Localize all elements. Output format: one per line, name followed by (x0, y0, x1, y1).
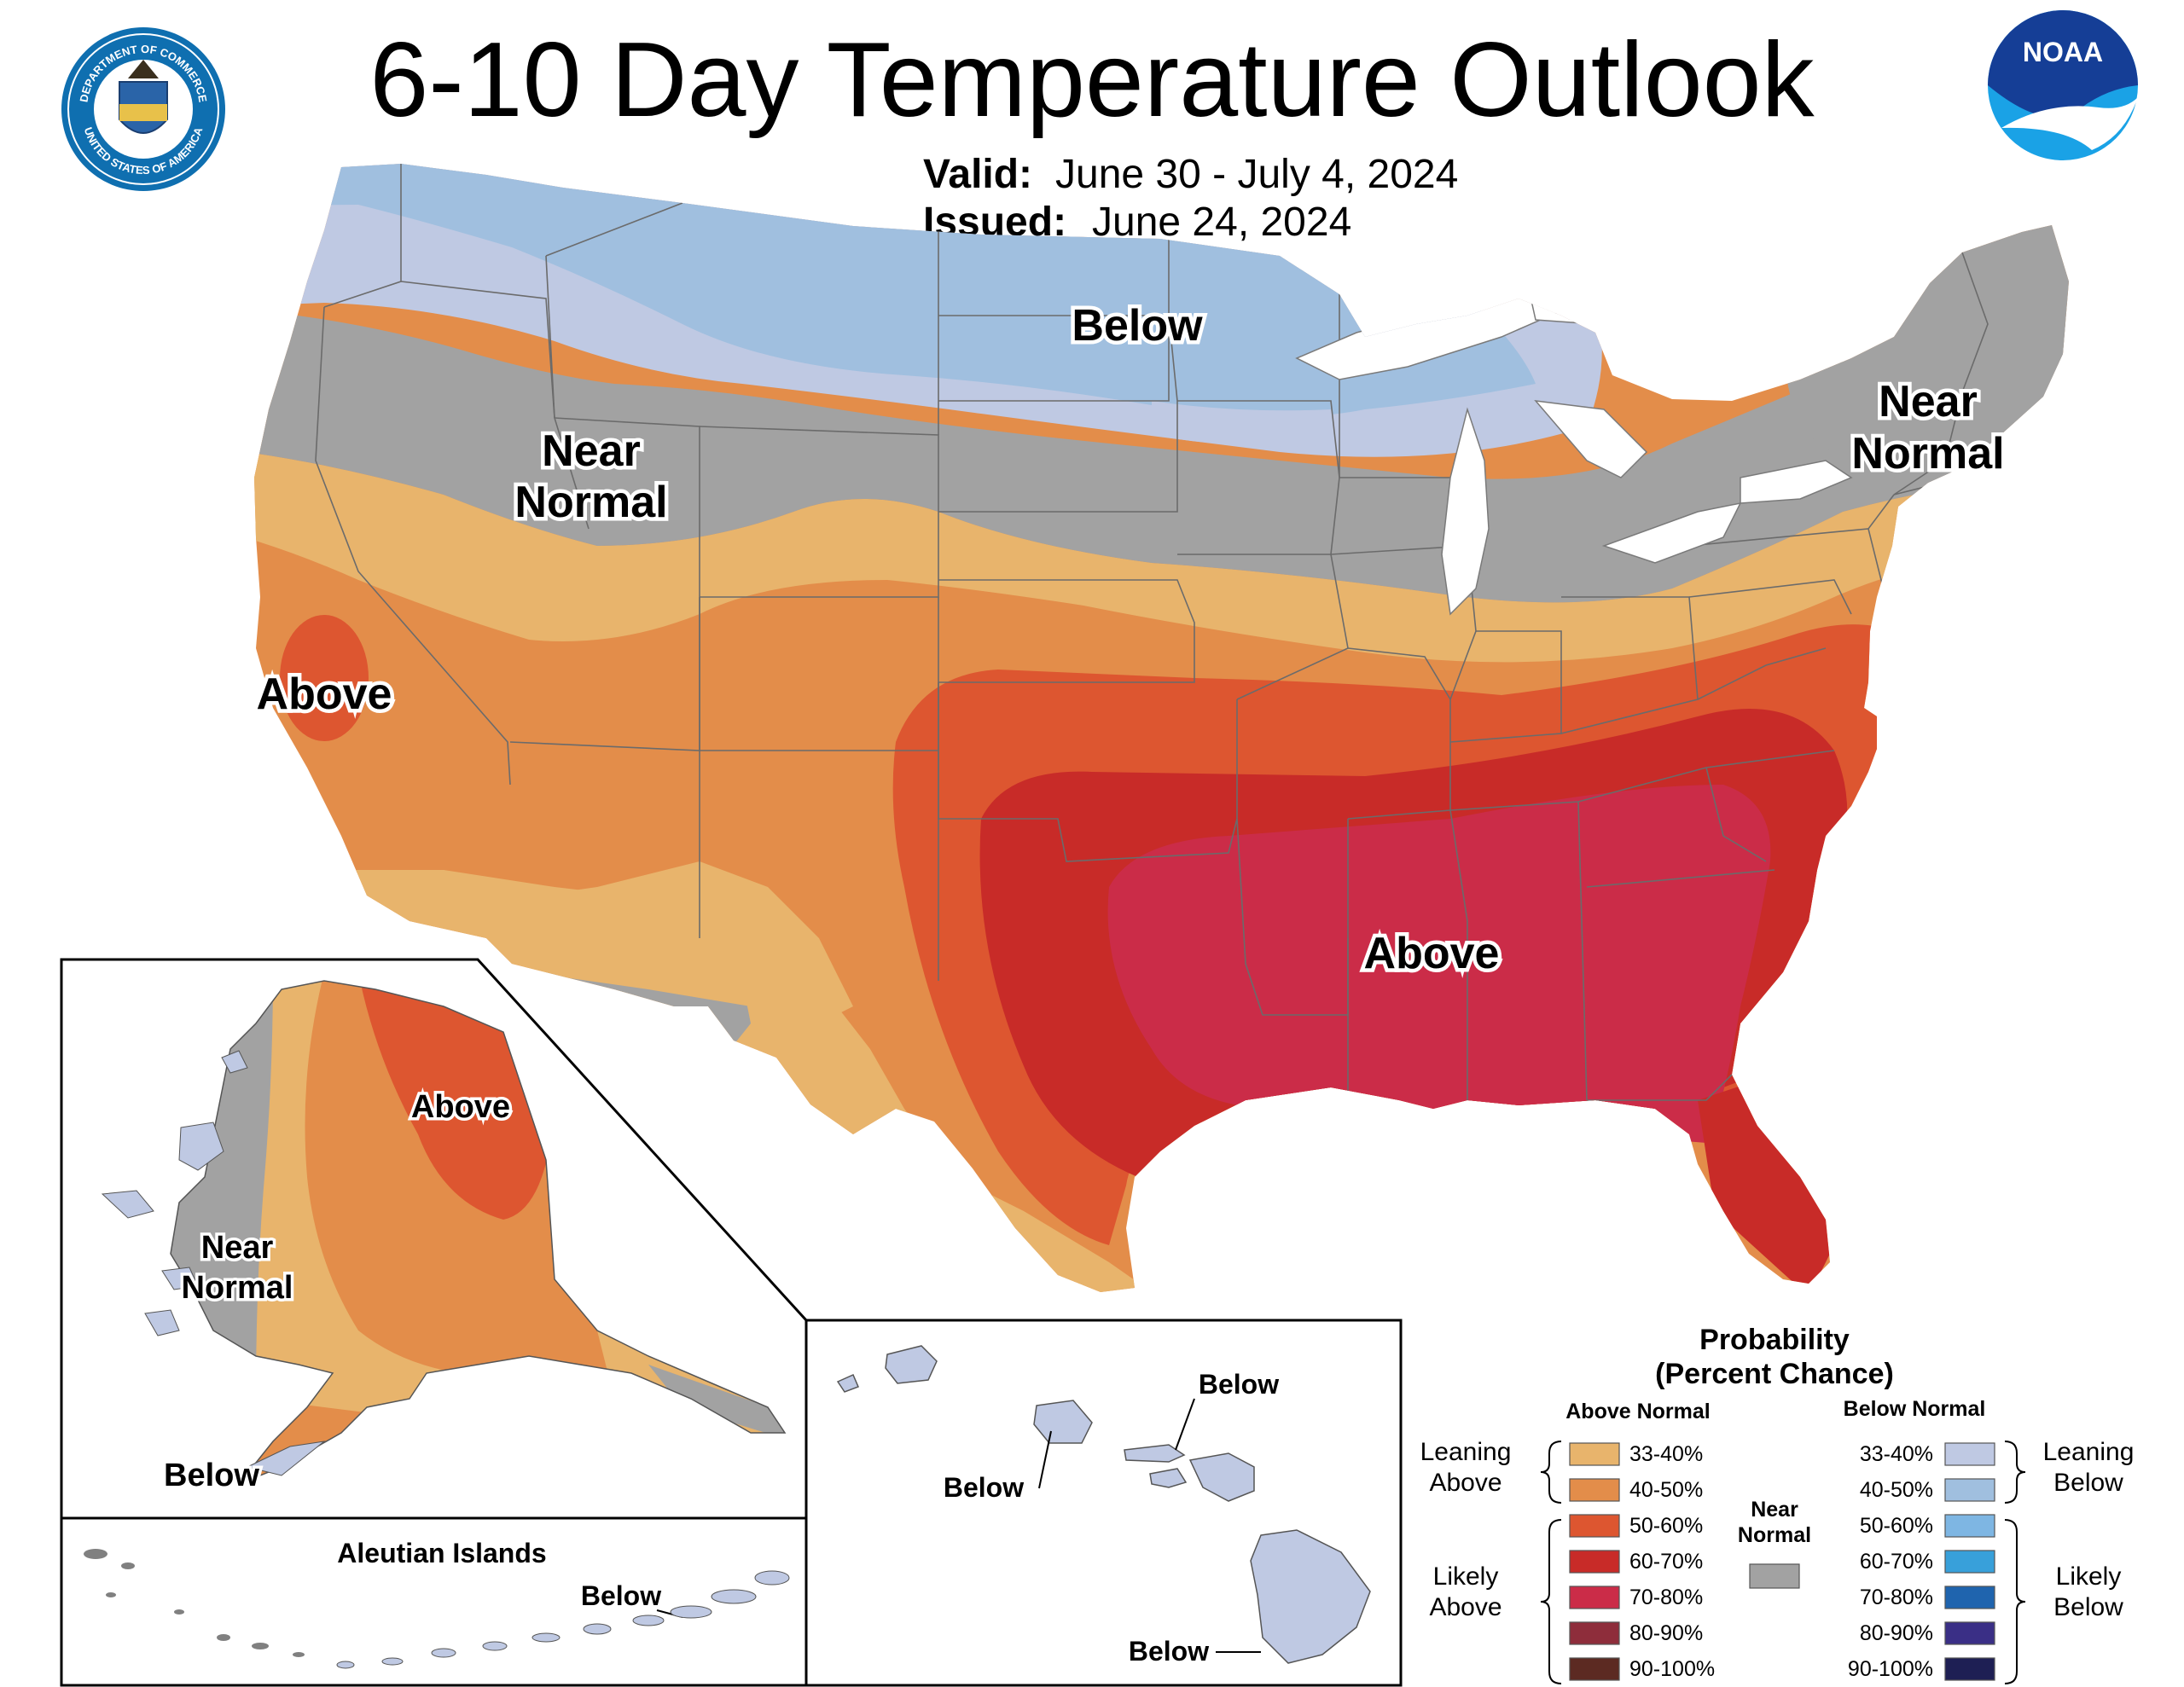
conus-near-west-label-2: Normal (514, 478, 667, 527)
legend-below-header: Below Normal (1844, 1397, 1986, 1421)
legend-below-item-swatch (1944, 1586, 1995, 1609)
alaska-inset: Above Near Normal Below (60, 958, 808, 1520)
legend-likely-above-1: Likely (1433, 1562, 1499, 1591)
legend-above-item-swatch (1569, 1657, 1620, 1681)
valid-dates: June 30 - July 4, 2024 (1055, 152, 1458, 197)
conus-above-se-label: Above (1364, 929, 1500, 978)
conus-near-west-label-1: Near (542, 426, 641, 476)
legend-above-item-label: 60-70% (1629, 1550, 1703, 1574)
legend-title-2: (Percent Chance) (1655, 1358, 1894, 1390)
conus-below-label: Below (1072, 301, 1203, 351)
legend-braces (1540, 1441, 2026, 1684)
conus-above-west-label: Above (257, 670, 392, 719)
legend-above-item-label: 80-90% (1629, 1621, 1703, 1645)
legend-likely-below-2: Below (2053, 1593, 2123, 1621)
issued-date: June 24, 2024 (1092, 200, 1351, 245)
aleutian-inset: Aleutian Islands Below (60, 1516, 808, 1687)
legend-above-header: Above Normal (1565, 1400, 1710, 1423)
doc-seal-logo: DEPARTMENT OF COMMERCE UNITED STATES OF … (61, 27, 225, 191)
hawaii-below-label-2: Below (944, 1472, 1024, 1503)
legend-below-item-swatch (1944, 1478, 1995, 1502)
hawaii-below-label-3: Below (1129, 1636, 1209, 1667)
legend-above-item-label: 90-100% (1629, 1657, 1715, 1681)
legend-below-item-label: 90-100% (1848, 1657, 1933, 1681)
legend-below-item-swatch (1944, 1657, 1995, 1681)
noaa-logo: NOAA (1988, 10, 2138, 160)
legend-likely-below-1: Likely (2056, 1562, 2122, 1591)
legend-below-item-swatch (1944, 1442, 1995, 1466)
legend-above-item-swatch (1569, 1550, 1620, 1574)
alaska-below-label: Below (164, 1458, 259, 1493)
hawaii-inset: Below Below Below (804, 1319, 1403, 1687)
noaa-logo-text: NOAA (2023, 37, 2103, 67)
legend-above-item-swatch (1569, 1621, 1620, 1645)
legend-likely-above-2: Above (1429, 1593, 1502, 1621)
legend-below-item-label: 50-60% (1860, 1514, 1933, 1538)
legend-above-item-swatch (1569, 1442, 1620, 1466)
legend-near-header-2: Normal (1738, 1523, 1811, 1547)
legend-leaning-above-1: Leaning (1420, 1438, 1512, 1466)
valid-label: Valid: (923, 152, 1032, 197)
legend-above-item-label: 40-50% (1629, 1478, 1703, 1502)
legend-above-list: 33-40% 40-50% 50-60% 60-70% 70-80% 80-90% 90-1… (1569, 1442, 1715, 1681)
legend-above-item-label: 70-80% (1629, 1586, 1703, 1609)
legend-title-1: Probability (1699, 1324, 1850, 1356)
legend-below-item-swatch (1944, 1514, 1995, 1538)
legend-above-item-label: 50-60% (1629, 1514, 1703, 1538)
legend-below-list: 33-40% 40-50% 50-60% 60-70% 70-80% 80-90% 90-1… (1848, 1442, 1995, 1681)
legend-below-item-label: 60-70% (1860, 1550, 1933, 1574)
legend-below-item-label: 80-90% (1860, 1621, 1933, 1645)
page-title: 6-10 Day Temperature Outlook (369, 21, 1815, 139)
aleutian-below-label: Below (581, 1580, 661, 1611)
legend-leaning-above-2: Above (1429, 1469, 1502, 1497)
legend: Probability (Percent Chance) Above Norma… (1420, 1324, 2135, 1684)
alaska-near-label-1: Near (201, 1230, 274, 1266)
legend-below-item-label: 70-80% (1860, 1586, 1933, 1609)
legend-above-item-swatch (1569, 1478, 1620, 1502)
alaska-above-label: Above (411, 1089, 510, 1125)
conus-near-ne-label-1: Near (1879, 377, 1978, 426)
legend-below-item-swatch (1944, 1550, 1995, 1574)
legend-near-normal-swatch (1749, 1563, 1800, 1589)
legend-below-item-label: 40-50% (1860, 1478, 1933, 1502)
conus-near-ne-label-2: Normal (1851, 429, 2004, 478)
legend-leaning-below-2: Below (2053, 1469, 2123, 1497)
legend-above-item-label: 33-40% (1629, 1442, 1703, 1466)
legend-above-item-swatch (1569, 1514, 1620, 1538)
legend-below-item-swatch (1944, 1621, 1995, 1645)
aleutian-title: Aleutian Islands (337, 1538, 546, 1568)
hawaii-below-label-1: Below (1199, 1369, 1279, 1400)
alaska-near-label-2: Normal (182, 1270, 293, 1306)
legend-leaning-below-1: Leaning (2043, 1438, 2135, 1466)
legend-near-header-1: Near (1751, 1498, 1798, 1522)
legend-below-item-label: 33-40% (1860, 1442, 1933, 1466)
legend-above-item-swatch (1569, 1586, 1620, 1609)
